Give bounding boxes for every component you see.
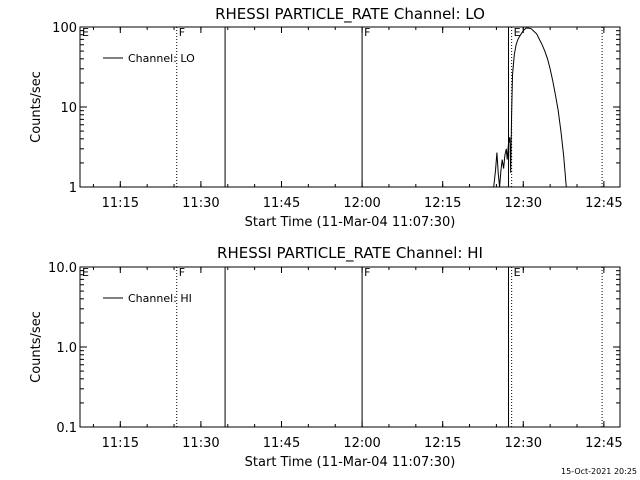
legend-label: Channel: HI [128,292,192,305]
y-tick-label: 0.1 [56,421,77,436]
y-tick-label: 100 [52,21,77,36]
x-tick-label: 12:30 [505,436,542,451]
x-tick-label: 11:30 [182,436,219,451]
x-tick-label: 12:45 [585,196,622,211]
marker-label-e: E [82,26,89,39]
marker-label-e: E [514,266,521,279]
marker-label-f: F [364,26,370,39]
marker-label-f: F [179,26,185,39]
x-tick-label: 12:45 [585,436,622,451]
x-tick-label: 12:00 [343,436,380,451]
x-axis-label: Start Time (11-Mar-04 11:07:30) [245,455,456,470]
x-tick-label: 12:30 [505,196,542,211]
x-tick-label: 11:15 [102,436,139,451]
marker-label-e: E [82,266,89,279]
marker-label-e: E [514,26,521,39]
chart-panel-1: RHESSI PARTICLE_RATE Channel: LO E F F E 11:1… [29,5,623,230]
y-tick-label: 1.0 [56,341,77,356]
legend-label: Channel: LO [128,52,195,65]
x-tick-label: 12:15 [424,436,461,451]
x-tick-label: 11:15 [102,196,139,211]
x-tick-label: 11:45 [263,196,300,211]
chart-title: RHESSI PARTICLE_RATE Channel: HI [217,244,483,263]
marker-label-f: F [179,266,185,279]
x-axis-label: Start Time (11-Mar-04 11:07:30) [245,215,456,230]
generation-timestamp: 15-Oct-2021 20:25 [561,467,637,476]
y-tick-label: 10 [60,101,77,116]
x-tick-label: 12:15 [424,196,461,211]
chart-title: RHESSI PARTICLE_RATE Channel: LO [215,5,485,24]
chart-panel-2: RHESSI PARTICLE_RATE Channel: HI E F F E 11:1… [29,244,623,470]
x-tick-label: 12:00 [343,196,380,211]
y-axis-label: Counts/sec [29,311,44,383]
x-tick-label: 11:30 [182,196,219,211]
x-tick-label: 11:45 [263,436,300,451]
marker-label-f: F [364,266,370,279]
series-line-1 [493,27,567,188]
y-tick-label: 10.0 [48,261,77,276]
y-tick-label: 1 [69,181,77,196]
y-axis-label: Counts/sec [29,71,44,143]
